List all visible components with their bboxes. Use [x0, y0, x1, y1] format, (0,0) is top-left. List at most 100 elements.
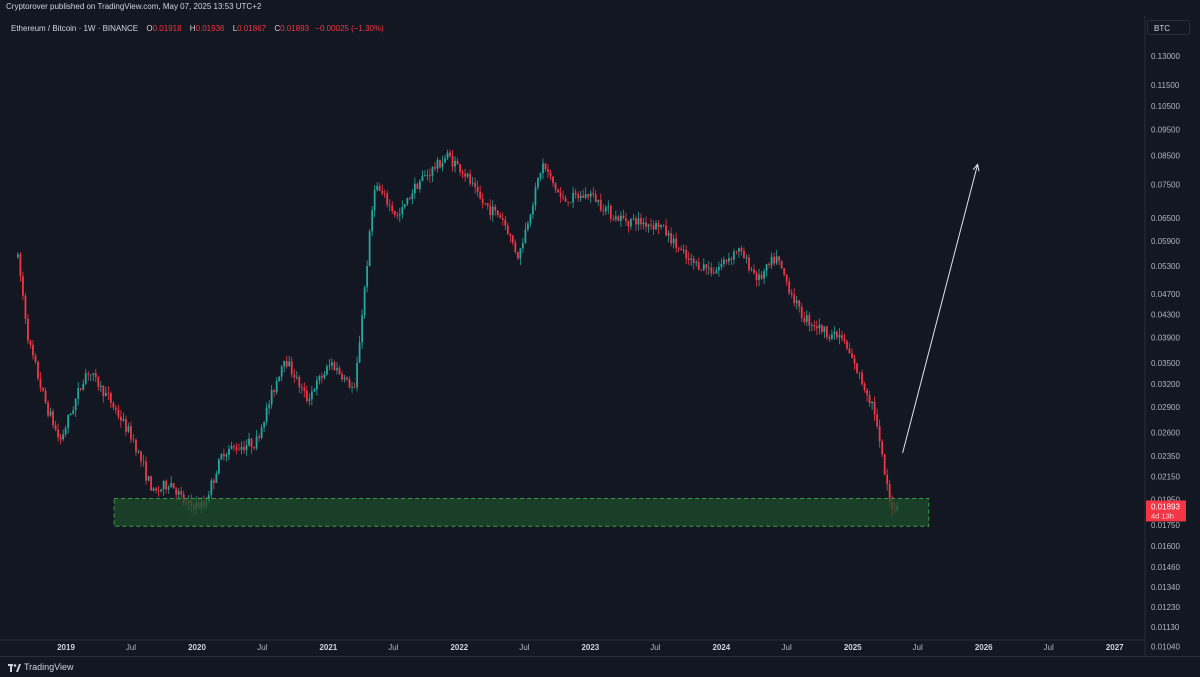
candle-body	[670, 233, 673, 244]
candle-body	[539, 173, 542, 179]
candle-body	[421, 175, 424, 182]
candle-body	[72, 410, 75, 414]
candle-body	[484, 203, 487, 204]
candle-body	[408, 198, 411, 200]
support-zone-rect	[113, 497, 930, 527]
candle-body	[34, 355, 37, 362]
publish-line: Cryptorover published on TradingView.com…	[6, 2, 262, 11]
candle-body	[323, 374, 326, 378]
candle-body	[509, 234, 512, 236]
candle-body	[537, 178, 539, 188]
symbol-title[interactable]: Ethereum / Bitcoin · 1W · BINANCE	[11, 24, 139, 33]
candle-body	[130, 426, 132, 440]
candle-body	[54, 425, 57, 430]
time-axis[interactable]: 2019 Jul 2020 Jul 2021 Jul 2022 Jul 2023 Jul 2024 J…	[57, 643, 1124, 652]
y-tick-label: 0.04300	[1151, 311, 1180, 320]
tradingview-logo-icon	[8, 663, 21, 672]
chart-svg[interactable]: 0.13000 0.11500 0.10500 0.09500 0.08500 0.075…	[0, 16, 1200, 656]
candle-body	[866, 389, 868, 395]
candle-body	[49, 411, 52, 416]
candle-body	[554, 183, 557, 190]
candle-body	[717, 266, 720, 271]
candle-body	[496, 210, 499, 216]
candle-body	[486, 203, 489, 206]
y-tick-label: 0.01750	[1151, 521, 1180, 530]
candle-body	[692, 258, 695, 263]
candle-body	[883, 454, 886, 475]
candle-body	[808, 315, 811, 326]
candle-body	[828, 337, 831, 339]
candle-body	[456, 160, 459, 165]
candle-body	[843, 338, 846, 342]
projection-arrow-line	[902, 164, 979, 454]
candle-body	[695, 262, 698, 263]
candle-body	[820, 325, 823, 332]
x-tick-label: 2025	[844, 643, 862, 652]
candle-body	[597, 199, 600, 202]
candle-body	[273, 389, 276, 393]
candle-body	[107, 393, 110, 394]
candle-body	[102, 385, 105, 397]
candle-body	[341, 374, 343, 380]
candle-body	[868, 394, 871, 404]
candle-body	[780, 260, 783, 269]
candle-body	[444, 158, 446, 163]
candle-body	[501, 218, 504, 220]
candle-body	[225, 454, 228, 457]
candle-body	[240, 446, 243, 450]
candle-body	[660, 224, 662, 228]
candle-body	[833, 331, 836, 335]
y-tick-label: 0.05900	[1151, 237, 1180, 246]
candle-body	[650, 224, 652, 226]
candle-body	[19, 254, 22, 277]
candle-body	[361, 315, 363, 343]
candle-body	[534, 187, 537, 206]
candle-body	[871, 401, 873, 404]
candle-body	[559, 192, 562, 197]
candle-body	[574, 192, 577, 195]
candle-body	[363, 287, 366, 316]
candle-body	[735, 251, 738, 253]
candle-body	[260, 427, 263, 438]
candle-body	[439, 160, 441, 168]
candle-body	[640, 218, 642, 225]
candle-body	[587, 194, 590, 197]
candle-body	[386, 193, 389, 205]
candle-body	[313, 389, 316, 392]
candle-body	[429, 174, 431, 176]
candle-body	[310, 391, 313, 400]
y-tick-label: 0.02600	[1151, 428, 1180, 437]
candle-body	[147, 476, 150, 481]
candle-body	[773, 256, 776, 264]
currency-button[interactable]: BTC	[1147, 20, 1190, 35]
candle-body	[562, 196, 564, 198]
candle-body	[112, 402, 115, 408]
candle-body	[521, 243, 524, 249]
y-tick-label: 0.03200	[1151, 380, 1180, 389]
candle-body	[140, 451, 142, 461]
candle-body	[263, 421, 266, 428]
candle-body	[491, 206, 494, 216]
candle-body	[667, 233, 670, 236]
candle-body	[270, 389, 273, 405]
candles	[17, 149, 899, 517]
candle-body	[434, 167, 436, 169]
candle-body	[680, 248, 683, 251]
candle-body	[333, 362, 336, 371]
candle-body	[42, 387, 44, 391]
candle-body	[815, 326, 818, 329]
candle-body	[127, 426, 130, 432]
candle-body	[57, 429, 60, 438]
y-tick-label: 0.01340	[1151, 583, 1180, 592]
candle-body	[117, 409, 120, 417]
tradingview-brand[interactable]: TradingView	[8, 662, 74, 672]
candle-body	[740, 248, 743, 252]
candle-body	[722, 259, 725, 264]
candle-body	[243, 446, 245, 451]
candle-body	[599, 199, 602, 211]
candle-body	[778, 256, 781, 261]
price-axis[interactable]: 0.13000 0.11500 0.10500 0.09500 0.08500 0.075…	[1151, 52, 1180, 651]
candle-body	[549, 172, 552, 177]
candle-body	[398, 214, 401, 216]
candle-body	[800, 306, 803, 319]
